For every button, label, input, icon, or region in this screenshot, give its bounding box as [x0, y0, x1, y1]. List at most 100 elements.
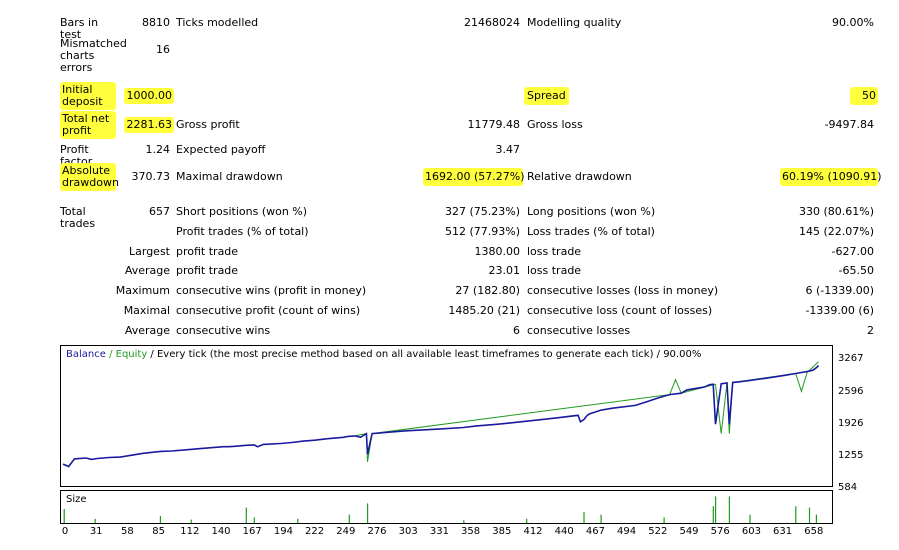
x-tick-label: 522 [648, 526, 668, 537]
size-bar [808, 507, 811, 523]
size-bar [463, 520, 465, 523]
x-tick-label: 440 [554, 526, 574, 537]
x-tick-label: 603 [741, 526, 761, 537]
chart-legend: Balance / Equity / Every tick (the most … [66, 349, 701, 360]
y-tick-label: 3267 [838, 353, 864, 364]
x-tick-label: 0 [61, 526, 69, 537]
size-bar [245, 507, 247, 523]
value-maximal-3: -1339.00 (6) [805, 304, 874, 317]
label-pf-2: Expected payoff [176, 143, 266, 156]
label-trades-2: Short positions (won %) [176, 205, 308, 218]
size-bar [583, 511, 585, 523]
size-bar [253, 517, 255, 523]
balance-line [62, 364, 820, 468]
value-netprofit-1: 2281.63 [124, 117, 174, 133]
value-average2-2: 6 [513, 324, 520, 337]
label-mismatch: Mismatched charts errors [60, 37, 127, 74]
size-bar [63, 509, 65, 523]
x-tick-label: 467 [585, 526, 605, 537]
value-mismatch-1: 16 [156, 43, 170, 56]
legend-description: / Every tick (the most precise method ba… [147, 349, 702, 360]
label-average-2: profit trade [176, 264, 239, 277]
balance-chart: Balance / Equity / Every tick (the most … [60, 345, 833, 487]
value-trades-3: 330 (80.61%) [798, 205, 874, 218]
size-label: Size [66, 494, 87, 505]
legend-sep: / [105, 349, 116, 360]
x-tick-label: 249 [336, 526, 356, 537]
x-tick-label: 58 [121, 526, 134, 537]
x-tick-label: 331 [429, 526, 449, 537]
size-bar [348, 514, 350, 523]
label-maximum: Maximum [115, 284, 170, 297]
size-bar [663, 517, 665, 523]
value-dd-2: 1692.00 (57.27%) [423, 168, 525, 186]
value-dd-1: 370.73 [131, 170, 171, 183]
value-ptrades-2: 512 (77.93%) [444, 225, 520, 238]
y-tick-label: 1255 [838, 450, 864, 461]
label-deposit-3: Spread [524, 87, 569, 105]
value-trades-2: 327 (75.23%) [444, 205, 520, 218]
label-trades-3: Long positions (won %) [527, 205, 656, 218]
value-ptrades-3: 145 (22.07%) [798, 225, 874, 238]
value-bars-2: 21468024 [464, 16, 520, 29]
value-dd-3: 60.19% (1090.91) [780, 168, 882, 186]
size-plot [63, 496, 817, 523]
size-bar [715, 496, 717, 523]
label-maximum-3: consecutive losses (loss in money) [527, 284, 719, 297]
label-netprofit-2: Gross profit [176, 118, 240, 131]
value-deposit-1: 1000.00 [124, 88, 174, 104]
value-largest-3: -627.00 [831, 245, 874, 258]
value-bars-1: 8810 [142, 16, 170, 29]
label-average2-3: consecutive losses [527, 324, 631, 337]
value-maximum-2: 27 (182.80) [455, 284, 520, 297]
label-netprofit-3: Gross loss [527, 118, 583, 131]
label-ptrades-2: Profit trades (% of total) [176, 225, 309, 238]
value-maximal-2: 1485.20 (21) [448, 304, 520, 317]
size-bar [600, 514, 602, 523]
label-bars: Bars in test [60, 16, 99, 41]
label-average2: Average [124, 324, 170, 337]
size-bar [749, 514, 751, 523]
label-netprofit: Total net profit [60, 111, 116, 139]
value-average-2: 23.01 [488, 264, 521, 277]
label-bars-3: Modelling quality [527, 16, 622, 29]
value-average-3: -65.50 [838, 264, 874, 277]
label-deposit: Initial deposit [60, 82, 116, 110]
y-tick-label: 2596 [838, 386, 864, 397]
label-largest-2: profit trade [176, 245, 239, 258]
size-bar [297, 518, 299, 523]
label-dd-2: Maximal drawdown [176, 170, 283, 183]
label-maximal-2: consecutive profit (count of wins) [176, 304, 361, 317]
x-tick-label: 385 [492, 526, 512, 537]
label-average-3: loss trade [527, 264, 582, 277]
x-tick-label: 222 [305, 526, 325, 537]
x-tick-label: 167 [242, 526, 262, 537]
size-bar [190, 519, 192, 523]
equity-line [354, 361, 819, 462]
size-bar [94, 518, 96, 523]
size-bar [728, 496, 730, 523]
x-tick-label: 303 [398, 526, 418, 537]
label-average: Average [124, 264, 170, 277]
y-tick-label: 584 [838, 482, 858, 493]
x-tick-label: 140 [211, 526, 231, 537]
size-chart: Size [60, 490, 833, 524]
label-trades: Total trades [60, 205, 96, 230]
label-bars-2: Ticks modelled [176, 16, 259, 29]
size-bar [526, 518, 528, 523]
x-tick-label: 412 [523, 526, 543, 537]
value-maximum-3: 6 (-1339.00) [805, 284, 874, 297]
label-largest-3: loss trade [527, 245, 582, 258]
x-tick-label: 112 [180, 526, 200, 537]
value-pf-2: 3.47 [495, 143, 521, 156]
value-netprofit-2: 11779.48 [467, 118, 521, 131]
x-tick-label: 194 [273, 526, 293, 537]
x-tick-label: 276 [367, 526, 387, 537]
size-bar [712, 506, 714, 523]
label-dd-3: Relative drawdown [527, 170, 632, 183]
label-maximal-3: consecutive loss (count of losses) [527, 304, 713, 317]
size-bar [795, 506, 797, 523]
label-dd: Absolute drawdown [60, 163, 119, 191]
value-trades-1: 657 [149, 205, 170, 218]
value-average2-3: 2 [867, 324, 874, 337]
